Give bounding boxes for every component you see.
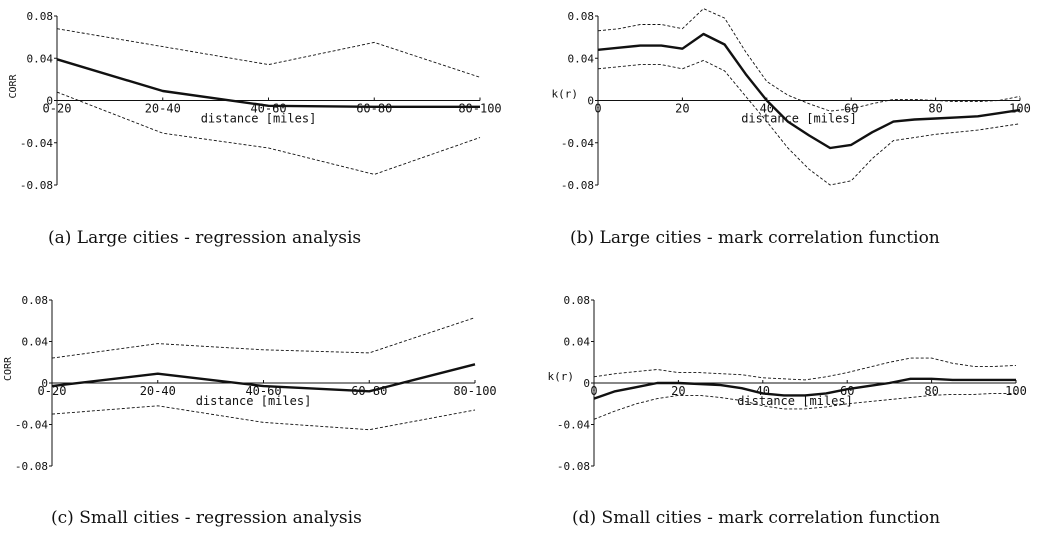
caption-a: (a) Large cities - regression analysis [48,228,362,248]
estimate-line [593,377,1016,400]
y-tick-label: 0.08 [22,294,49,307]
y-axis-title: CORR [3,356,14,381]
confidence-band-line [56,28,481,78]
x-tick-label: 20 [675,102,689,116]
x-axis-title: distance [miles] [201,112,317,126]
y-tick-label: 0.04 [22,336,49,349]
x-axis-title: distance [miles] [741,112,857,126]
chart-panel-large-mark-correlation: 0.08 0.04 0 -0.04 -0.08 0 20 40 60 80 100 distance … [520,0,1041,200]
x-tick-label: 80-100 [458,102,501,116]
x-axis-title: distance [miles] [196,394,312,408]
y-tick-label: -0.04 [561,137,594,150]
estimate-line [56,58,480,109]
y-tick-label: 0 [583,377,590,390]
y-tick-label: 0 [41,377,48,390]
caption-c: (c) Small cities - regression analysis [51,508,362,528]
x-tick-label: 80 [928,102,942,116]
y-tick-label: -0.08 [15,460,48,473]
chart-panel-small-mark-correlation: 0.08 0.04 0 -0.04 -0.08 0 20 40 60 80 100 distance … [520,280,1041,480]
y-tick-label: -0.08 [561,179,594,192]
x-axis-title: distance [miles] [737,394,853,408]
x-tick-label: 0-20 [38,384,67,398]
confidence-band-line [593,357,1017,381]
y-axis-title: k(r) [548,370,575,383]
y-tick-label: 0 [587,95,594,108]
chart-svg: 0.080.040-0.04-0.080 20 40 60 80 100distance … [548,294,1027,473]
caption-b: (b) Large cities - mark correlation func… [570,228,940,248]
x-tick-label: 80 [924,384,938,398]
x-tick-label: 20-40 [140,384,176,398]
x-tick-label: 0-20 [43,102,72,116]
chart-panel-large-regression: 0.08 0.04 0 -0.04 -0.08 0-20 20-40 40-60 60-80 80… [0,0,520,200]
confidence-band-line [51,405,476,431]
confidence-band-line [597,59,1021,186]
y-tick-label: 0.04 [27,52,54,65]
confidence-band-line [597,8,1021,112]
x-tick-label: 100 [1005,384,1027,398]
x-tick-label: 20 [671,384,685,398]
y-tick-label: -0.04 [557,419,590,432]
y-axis-title: CORR [8,73,19,98]
y-tick-label: 0.08 [27,10,54,23]
x-tick-label: 0 [590,384,597,398]
x-tick-label: 80-100 [453,384,496,398]
confidence-band-line [593,392,1016,420]
y-tick-label: 0 [46,95,53,108]
chart-svg: 0.080.040-0.04-0.080-20 20-40 40-60 60-80 80… [8,10,502,192]
x-tick-label: 60-80 [356,102,392,116]
y-tick-label: -0.08 [557,460,590,473]
y-tick-label: -0.08 [20,179,53,192]
x-tick-label: 100 [1009,102,1031,116]
y-tick-label: 0.08 [568,10,595,23]
estimate-line [597,32,1021,150]
confidence-band-line [56,91,481,175]
chart-panel-small-regression: 0.08 0.04 0 -0.04 -0.08 0-20 20-40 40-60 60-80 80… [0,280,520,480]
chart-svg: 0.080.040-0.04-0.080-20 20-40 40-60 60-80 80… [3,294,497,473]
y-tick-label: 0.04 [568,52,595,65]
y-tick-label: -0.04 [20,137,53,150]
y-tick-label: 0.04 [564,336,591,349]
estimate-line [51,363,476,393]
chart-svg: 0.080.040-0.04-0.080 20 40 60 80 100distance … [552,8,1031,192]
x-tick-label: 20-40 [145,102,181,116]
caption-d: (d) Small cities - mark correlation func… [572,508,941,528]
confidence-band-line [51,317,476,359]
y-axis-title: k(r) [552,88,579,101]
x-tick-label: 0 [594,102,601,116]
y-tick-label: 0.08 [564,294,591,307]
y-tick-label: -0.04 [15,419,48,432]
